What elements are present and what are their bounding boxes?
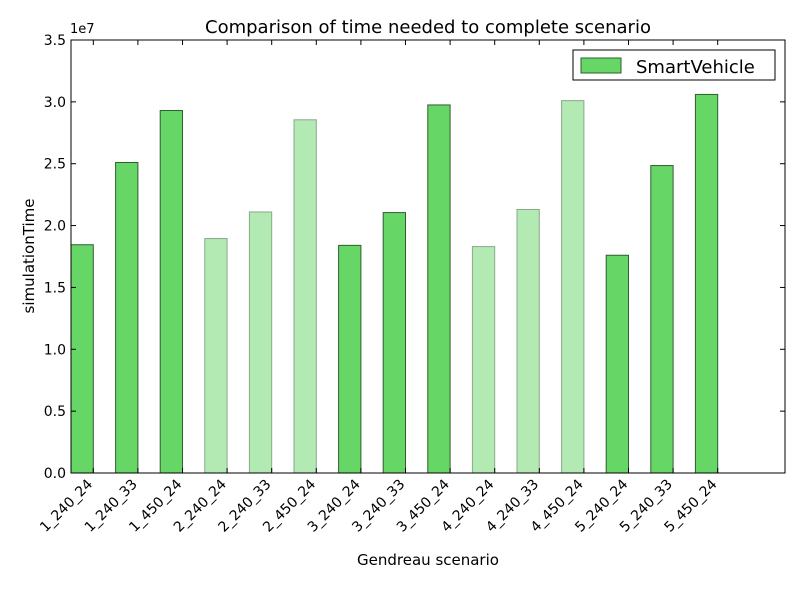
chart-title: Comparison of time needed to complete sc… bbox=[205, 17, 651, 38]
bar-5_240_24 bbox=[605, 254, 630, 474]
bar-5_240_33 bbox=[650, 165, 674, 474]
bar-4_450_24 bbox=[561, 100, 585, 474]
y-tick-label: 1.0 bbox=[44, 342, 66, 358]
y-tick-label: 1.5 bbox=[44, 280, 66, 296]
bar-2_240_24 bbox=[204, 238, 228, 474]
bar-3_240_24 bbox=[338, 244, 362, 474]
bar-2_450_24 bbox=[293, 119, 317, 474]
y-tick-label: 0.5 bbox=[44, 404, 66, 420]
bar-2_240_33 bbox=[248, 211, 273, 474]
x-axis-label: Gendreau scenario bbox=[357, 551, 499, 569]
bar-1_450_24 bbox=[159, 110, 183, 474]
y-tick-label: 0.0 bbox=[44, 466, 66, 482]
y-tick-label: 2.0 bbox=[44, 219, 66, 235]
plot-frame bbox=[70, 39, 786, 474]
legend: SmartVehicle bbox=[572, 49, 776, 81]
y-tick-label: 3.5 bbox=[44, 33, 66, 49]
legend-label-smartvehicle: SmartVehicle bbox=[636, 57, 755, 78]
y-tick-label: 3.0 bbox=[44, 95, 66, 111]
bar-1_240_33 bbox=[115, 161, 139, 474]
y-tick-label: 2.5 bbox=[44, 157, 66, 173]
bar-1_240_24 bbox=[70, 244, 94, 474]
bar-3_240_33 bbox=[382, 212, 407, 474]
y-axis-label: simulationTime bbox=[20, 199, 38, 314]
bar-4_240_33 bbox=[516, 208, 540, 474]
bar-4_240_24 bbox=[471, 246, 496, 474]
bar-5_450_24 bbox=[694, 93, 719, 474]
bar-3_450_24 bbox=[427, 104, 451, 474]
y-offset-label: 1e7 bbox=[70, 22, 95, 37]
legend-swatch bbox=[580, 57, 622, 74]
bars-group bbox=[70, 93, 719, 474]
